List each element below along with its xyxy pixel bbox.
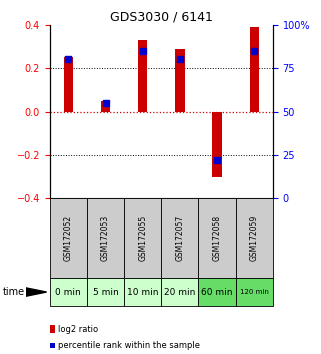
Point: [66, 57, 71, 62]
Point: [214, 157, 220, 163]
Text: log2 ratio: log2 ratio: [58, 325, 98, 334]
Bar: [124, 278, 161, 306]
Bar: [50, 278, 87, 306]
Bar: [161, 278, 198, 306]
Bar: [161, 198, 198, 278]
Point: [140, 48, 145, 53]
Bar: [101, 101, 110, 112]
Text: 10 min: 10 min: [127, 287, 159, 297]
Point: [103, 100, 108, 105]
Bar: [124, 198, 161, 278]
Bar: [236, 198, 273, 278]
Text: GSM172059: GSM172059: [250, 215, 259, 261]
Text: 0 min: 0 min: [56, 287, 81, 297]
Bar: [87, 278, 124, 306]
Bar: [198, 198, 236, 278]
Point: [252, 48, 257, 53]
Bar: [50, 198, 87, 278]
Bar: [87, 198, 124, 278]
Bar: [198, 278, 236, 306]
Text: 120 min: 120 min: [240, 289, 269, 295]
Bar: [138, 40, 147, 112]
Bar: [250, 27, 259, 112]
Text: 20 min: 20 min: [164, 287, 195, 297]
Text: GSM172052: GSM172052: [64, 215, 73, 261]
Text: percentile rank within the sample: percentile rank within the sample: [58, 341, 200, 350]
Text: 60 min: 60 min: [201, 287, 233, 297]
Point: [177, 57, 182, 62]
Bar: [64, 57, 73, 112]
Text: 5 min: 5 min: [93, 287, 118, 297]
Text: GSM172057: GSM172057: [175, 215, 184, 261]
Bar: [213, 112, 222, 177]
Polygon shape: [26, 288, 47, 296]
Text: GSM172055: GSM172055: [138, 215, 147, 261]
Title: GDS3030 / 6141: GDS3030 / 6141: [110, 11, 213, 24]
Bar: [236, 278, 273, 306]
Bar: [175, 48, 185, 112]
Text: time: time: [3, 287, 25, 297]
Text: GSM172058: GSM172058: [213, 215, 221, 261]
Text: GSM172053: GSM172053: [101, 215, 110, 261]
